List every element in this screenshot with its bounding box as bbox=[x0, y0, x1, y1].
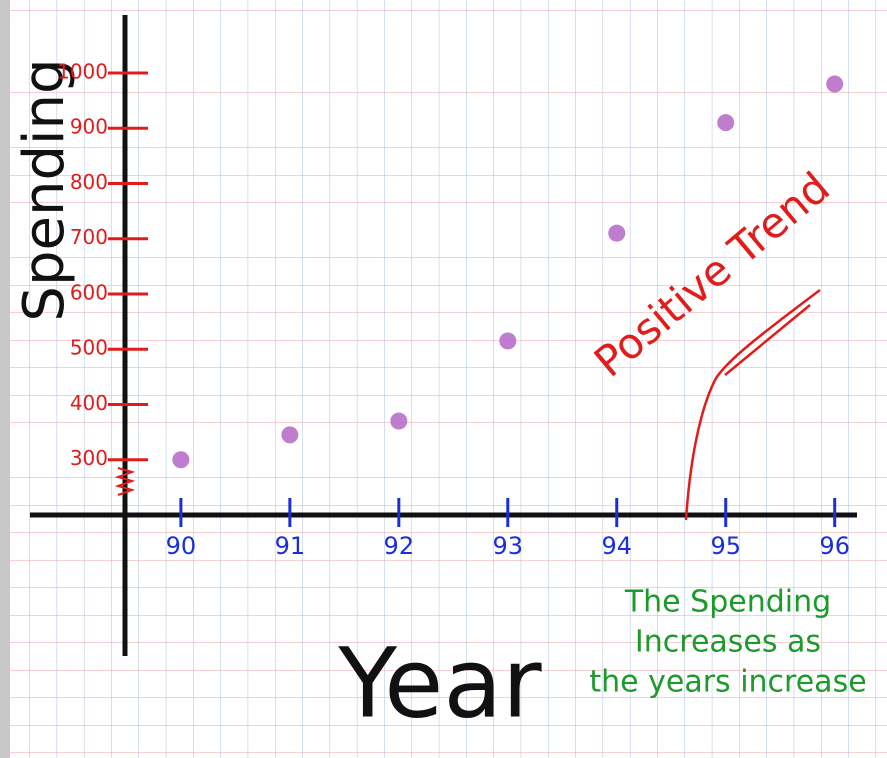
note-line: the years increase bbox=[589, 665, 866, 700]
x-tick-label: 94 bbox=[601, 532, 632, 560]
y-axis-label: Spending bbox=[12, 58, 77, 321]
data-point bbox=[717, 114, 734, 131]
y-tick-label: 800 bbox=[70, 170, 108, 194]
note-line: The Spending bbox=[624, 585, 831, 620]
y-tick-label: 900 bbox=[70, 115, 108, 139]
page-edge bbox=[0, 0, 10, 758]
data-point bbox=[826, 75, 843, 92]
x-tick-label: 91 bbox=[275, 532, 306, 560]
data-point bbox=[172, 451, 189, 468]
y-tick-label: 700 bbox=[70, 225, 108, 249]
y-tick-label: 600 bbox=[70, 280, 108, 304]
x-tick-label: 95 bbox=[710, 532, 741, 560]
data-point bbox=[608, 225, 625, 242]
y-tick-label: 300 bbox=[70, 446, 108, 470]
x-tick-label: 92 bbox=[384, 532, 415, 560]
x-tick-label: 90 bbox=[166, 532, 197, 560]
data-point bbox=[390, 413, 407, 430]
y-tick-label: 1000 bbox=[57, 59, 108, 83]
x-tick-label: 93 bbox=[493, 532, 524, 560]
data-point bbox=[499, 332, 516, 349]
x-axis-label: Year bbox=[337, 627, 542, 739]
data-point bbox=[281, 426, 298, 443]
y-tick-label: 400 bbox=[70, 391, 108, 415]
y-tick-label: 500 bbox=[70, 336, 108, 360]
chart: Spending Year Positive Trend The Spendin… bbox=[0, 0, 887, 758]
x-tick-label: 96 bbox=[819, 532, 850, 560]
note-line: Increases as bbox=[635, 625, 821, 660]
